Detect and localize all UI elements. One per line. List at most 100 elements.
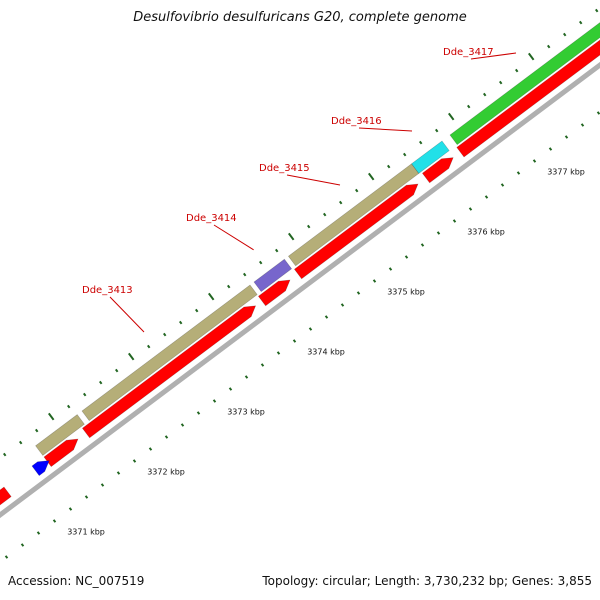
outer-tick bbox=[338, 200, 343, 205]
minor-scale-tick bbox=[116, 471, 121, 475]
minor-scale-tick bbox=[420, 243, 425, 247]
reverse-gene-2 bbox=[81, 305, 257, 439]
leader-line-dde_3414 bbox=[213, 224, 254, 251]
outer-tick bbox=[128, 352, 135, 361]
outer-tick bbox=[99, 380, 103, 385]
minor-scale-tick bbox=[100, 483, 105, 487]
outer-tick bbox=[514, 68, 519, 73]
outer-tick bbox=[34, 428, 39, 433]
minor-scale-tick bbox=[404, 255, 409, 259]
outer-tick bbox=[354, 188, 359, 193]
gene-labels: Dde_3413 Dde_3414 Dde_3415 Dde_3416 Dde_3417 bbox=[82, 47, 517, 333]
outer-tick bbox=[434, 128, 439, 133]
minor-scale-tick bbox=[292, 339, 297, 343]
outer-tick bbox=[466, 104, 471, 109]
gene-label-dde-3416: Dde_3416 bbox=[331, 116, 382, 127]
outer-tick bbox=[386, 164, 391, 169]
leader-line-dde_3415 bbox=[286, 174, 341, 186]
outer-tick bbox=[287, 232, 295, 241]
minor-scale-tick bbox=[500, 183, 505, 187]
minor-scale-tick bbox=[84, 495, 89, 499]
reverse-gene-0 bbox=[0, 486, 12, 506]
scale-label-3376: 3376 kbp bbox=[467, 228, 505, 237]
leader-line-dde_3417 bbox=[470, 52, 517, 60]
outer-tick bbox=[243, 272, 247, 277]
minor-scale-tick bbox=[276, 351, 281, 355]
gene-label-dde-3413: Dde_3413 bbox=[82, 285, 133, 296]
outer-tick bbox=[3, 452, 7, 457]
gene-label-dde-3417: Dde_3417 bbox=[443, 47, 494, 58]
minor-scale-tick bbox=[52, 519, 57, 523]
minor-scale-tick bbox=[228, 387, 233, 391]
minor-scale-tick bbox=[20, 543, 25, 547]
inner-scale-ticks: 3371 kbp 3372 kbp 3373 kbp 3374 kbp 3375 kbp… bbox=[4, 111, 600, 559]
minor-scale-tick bbox=[324, 315, 329, 319]
outer-tick bbox=[322, 212, 327, 217]
outer-tick bbox=[163, 332, 167, 337]
outer-tick bbox=[67, 404, 71, 409]
scale-label-3377: 3377 kbp bbox=[547, 168, 585, 177]
leader-line-dde_3413 bbox=[109, 296, 145, 333]
map-title: Desulfovibrio desulfuricans G20, complet… bbox=[133, 10, 467, 25]
minor-scale-tick bbox=[244, 375, 249, 379]
gene-label-dde-3414: Dde_3414 bbox=[186, 213, 237, 224]
outer-tick-marks bbox=[3, 8, 599, 457]
minor-scale-tick bbox=[596, 111, 600, 115]
scale-label-3373: 3373 kbp bbox=[227, 408, 265, 417]
minor-scale-tick bbox=[260, 363, 265, 367]
forward-gene-dde-3414 bbox=[253, 258, 293, 293]
outer-tick bbox=[578, 20, 583, 25]
outer-tick bbox=[594, 8, 599, 13]
minor-scale-tick bbox=[212, 399, 217, 403]
minor-scale-tick bbox=[4, 555, 9, 559]
outer-tick bbox=[274, 248, 279, 253]
scale-label-3371: 3371 kbp bbox=[67, 528, 105, 537]
minor-scale-tick bbox=[516, 171, 521, 175]
minor-scale-tick bbox=[564, 135, 569, 139]
minor-scale-tick bbox=[148, 447, 153, 451]
minor-scale-tick bbox=[372, 279, 377, 283]
scale-label-3374: 3374 kbp bbox=[307, 348, 345, 357]
outer-tick bbox=[447, 112, 455, 121]
outer-tick bbox=[47, 412, 55, 421]
minor-scale-tick bbox=[356, 291, 361, 295]
outer-tick bbox=[195, 308, 199, 313]
outer-tick bbox=[498, 80, 503, 85]
outer-tick bbox=[482, 92, 487, 97]
gene-label-dde-3415: Dde_3415 bbox=[259, 163, 310, 174]
minor-scale-tick bbox=[436, 231, 441, 235]
minor-scale-tick bbox=[164, 435, 169, 439]
backbone bbox=[0, 61, 600, 519]
scale-label-3375: 3375 kbp bbox=[387, 288, 425, 297]
minor-scale-tick bbox=[180, 423, 185, 427]
accession-label: Accession: NC_007519 bbox=[8, 574, 145, 588]
outer-tick bbox=[367, 172, 375, 181]
minor-scale-tick bbox=[388, 267, 393, 271]
leader-line-dde_3416 bbox=[358, 127, 413, 132]
minor-scale-tick bbox=[36, 531, 41, 535]
outer-tick bbox=[418, 140, 423, 145]
outer-tick bbox=[19, 440, 23, 445]
outer-tick bbox=[562, 32, 567, 37]
minor-scale-tick bbox=[196, 411, 201, 415]
outer-tick bbox=[227, 284, 231, 289]
minor-scale-tick bbox=[468, 207, 473, 211]
scale-label-3372: 3372 kbp bbox=[147, 468, 185, 477]
outer-tick bbox=[208, 292, 215, 301]
minor-scale-tick bbox=[340, 303, 345, 307]
outer-tick bbox=[179, 320, 183, 325]
outer-tick bbox=[147, 344, 151, 349]
outer-tick bbox=[546, 44, 551, 49]
outer-tick bbox=[402, 152, 407, 157]
minor-scale-tick bbox=[548, 147, 553, 151]
minor-scale-tick bbox=[132, 459, 137, 463]
small-blue-gene bbox=[31, 460, 50, 477]
minor-scale-tick bbox=[532, 159, 537, 163]
forward-gene-dde-3417 bbox=[449, 22, 600, 146]
outer-tick bbox=[258, 260, 263, 265]
minor-scale-tick bbox=[580, 123, 585, 127]
reverse-gene-3 bbox=[257, 279, 291, 307]
reverse-strand-genes bbox=[0, 39, 600, 506]
forward-gene-olive-a bbox=[35, 414, 85, 456]
outer-tick bbox=[83, 392, 87, 397]
